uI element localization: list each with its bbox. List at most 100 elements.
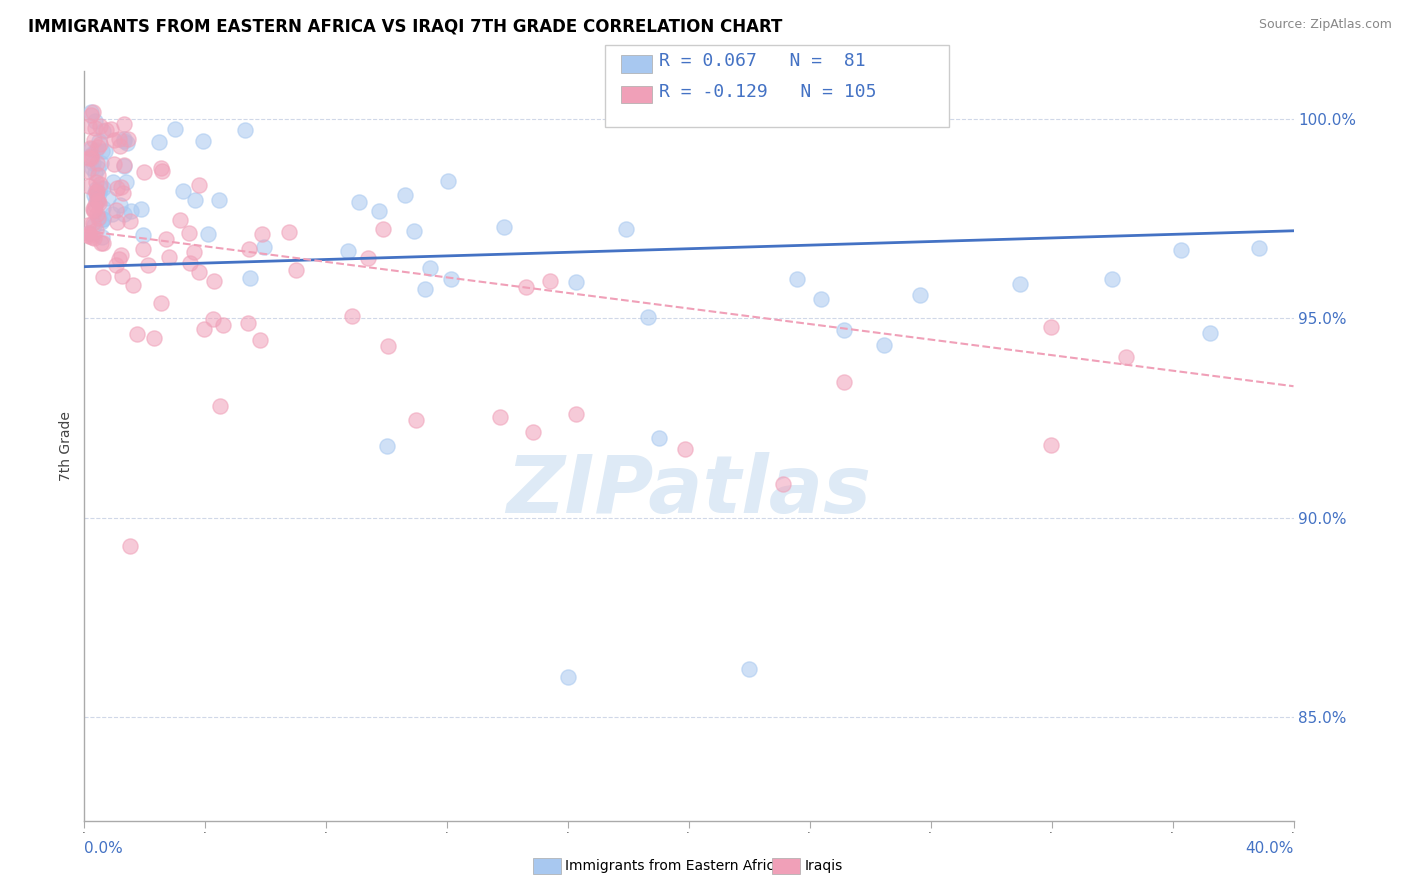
- Point: [79, 141, 101, 155]
- Point: [77, 228, 100, 243]
- Point: [108, 139, 131, 153]
- Point: [86, 155, 108, 169]
- Point: [91, 201, 114, 215]
- Point: [489, 410, 512, 425]
- Point: [810, 292, 832, 306]
- Point: [394, 188, 416, 202]
- Point: [84, 175, 107, 189]
- Point: [197, 227, 219, 242]
- Point: [515, 280, 537, 294]
- Point: [91, 229, 114, 244]
- Point: [86, 194, 108, 208]
- Text: Source: ZipAtlas.com: Source: ZipAtlas.com: [1258, 18, 1392, 31]
- Point: [211, 318, 233, 332]
- Point: [80, 108, 103, 122]
- Point: [108, 198, 131, 212]
- Text: 40.0%: 40.0%: [1246, 840, 1294, 855]
- Point: [179, 226, 201, 240]
- Point: [132, 165, 155, 179]
- Point: [77, 119, 100, 133]
- Point: [83, 133, 105, 147]
- Point: [118, 213, 141, 227]
- Point: [89, 119, 111, 133]
- Point: [184, 193, 207, 207]
- Point: [108, 132, 131, 146]
- Point: [86, 143, 108, 157]
- Point: [115, 174, 138, 188]
- Point: [188, 178, 211, 192]
- Point: [89, 136, 111, 151]
- Point: [112, 132, 135, 146]
- Point: [1247, 241, 1270, 255]
- Point: [419, 260, 441, 275]
- Point: [79, 179, 101, 194]
- Point: [786, 272, 808, 286]
- Point: [183, 245, 205, 260]
- Point: [557, 670, 579, 684]
- Point: [83, 231, 105, 245]
- Point: [120, 204, 142, 219]
- Text: Immigrants from Eastern Africa: Immigrants from Eastern Africa: [565, 859, 783, 873]
- Point: [249, 333, 271, 347]
- Point: [340, 309, 363, 323]
- Point: [84, 193, 107, 207]
- Point: [82, 202, 104, 216]
- Point: [87, 211, 110, 226]
- Point: [492, 219, 515, 234]
- Point: [648, 431, 671, 445]
- Point: [94, 144, 117, 158]
- Point: [111, 268, 134, 283]
- Point: [80, 104, 103, 119]
- Point: [82, 216, 104, 230]
- Point: [91, 181, 114, 195]
- Point: [1101, 271, 1123, 285]
- Point: [413, 282, 436, 296]
- Point: [1010, 277, 1032, 291]
- Text: 0.0%: 0.0%: [84, 840, 124, 855]
- Point: [165, 122, 187, 136]
- Point: [132, 227, 155, 242]
- Point: [86, 161, 108, 175]
- Point: [1040, 438, 1063, 452]
- Point: [118, 539, 141, 553]
- Point: [97, 191, 120, 205]
- Point: [169, 212, 191, 227]
- Point: [84, 223, 107, 237]
- Point: [89, 177, 111, 191]
- Point: [83, 202, 105, 216]
- Point: [94, 123, 117, 137]
- Point: [564, 275, 586, 289]
- Point: [91, 235, 114, 250]
- Point: [238, 316, 260, 330]
- Point: [91, 124, 114, 138]
- Point: [356, 251, 378, 265]
- Point: [103, 133, 125, 147]
- Point: [375, 439, 398, 453]
- Point: [87, 195, 110, 210]
- Point: [179, 256, 201, 270]
- Point: [209, 399, 232, 413]
- Point: [132, 242, 155, 256]
- Point: [738, 662, 761, 676]
- Point: [110, 180, 132, 194]
- Point: [136, 259, 159, 273]
- Point: [150, 295, 173, 310]
- Point: [1115, 351, 1137, 365]
- Point: [143, 331, 166, 345]
- Point: [80, 149, 103, 163]
- Point: [87, 168, 110, 182]
- Point: [77, 219, 100, 233]
- Point: [77, 151, 100, 165]
- Point: [522, 425, 544, 440]
- Point: [402, 224, 425, 238]
- Point: [111, 186, 134, 200]
- Point: [82, 229, 104, 244]
- Point: [112, 117, 135, 131]
- Text: R = -0.129   N = 105: R = -0.129 N = 105: [659, 83, 877, 101]
- Point: [347, 195, 370, 210]
- Point: [673, 442, 696, 456]
- Point: [86, 186, 108, 201]
- Point: [117, 132, 139, 146]
- Point: [233, 122, 256, 136]
- Point: [77, 228, 100, 243]
